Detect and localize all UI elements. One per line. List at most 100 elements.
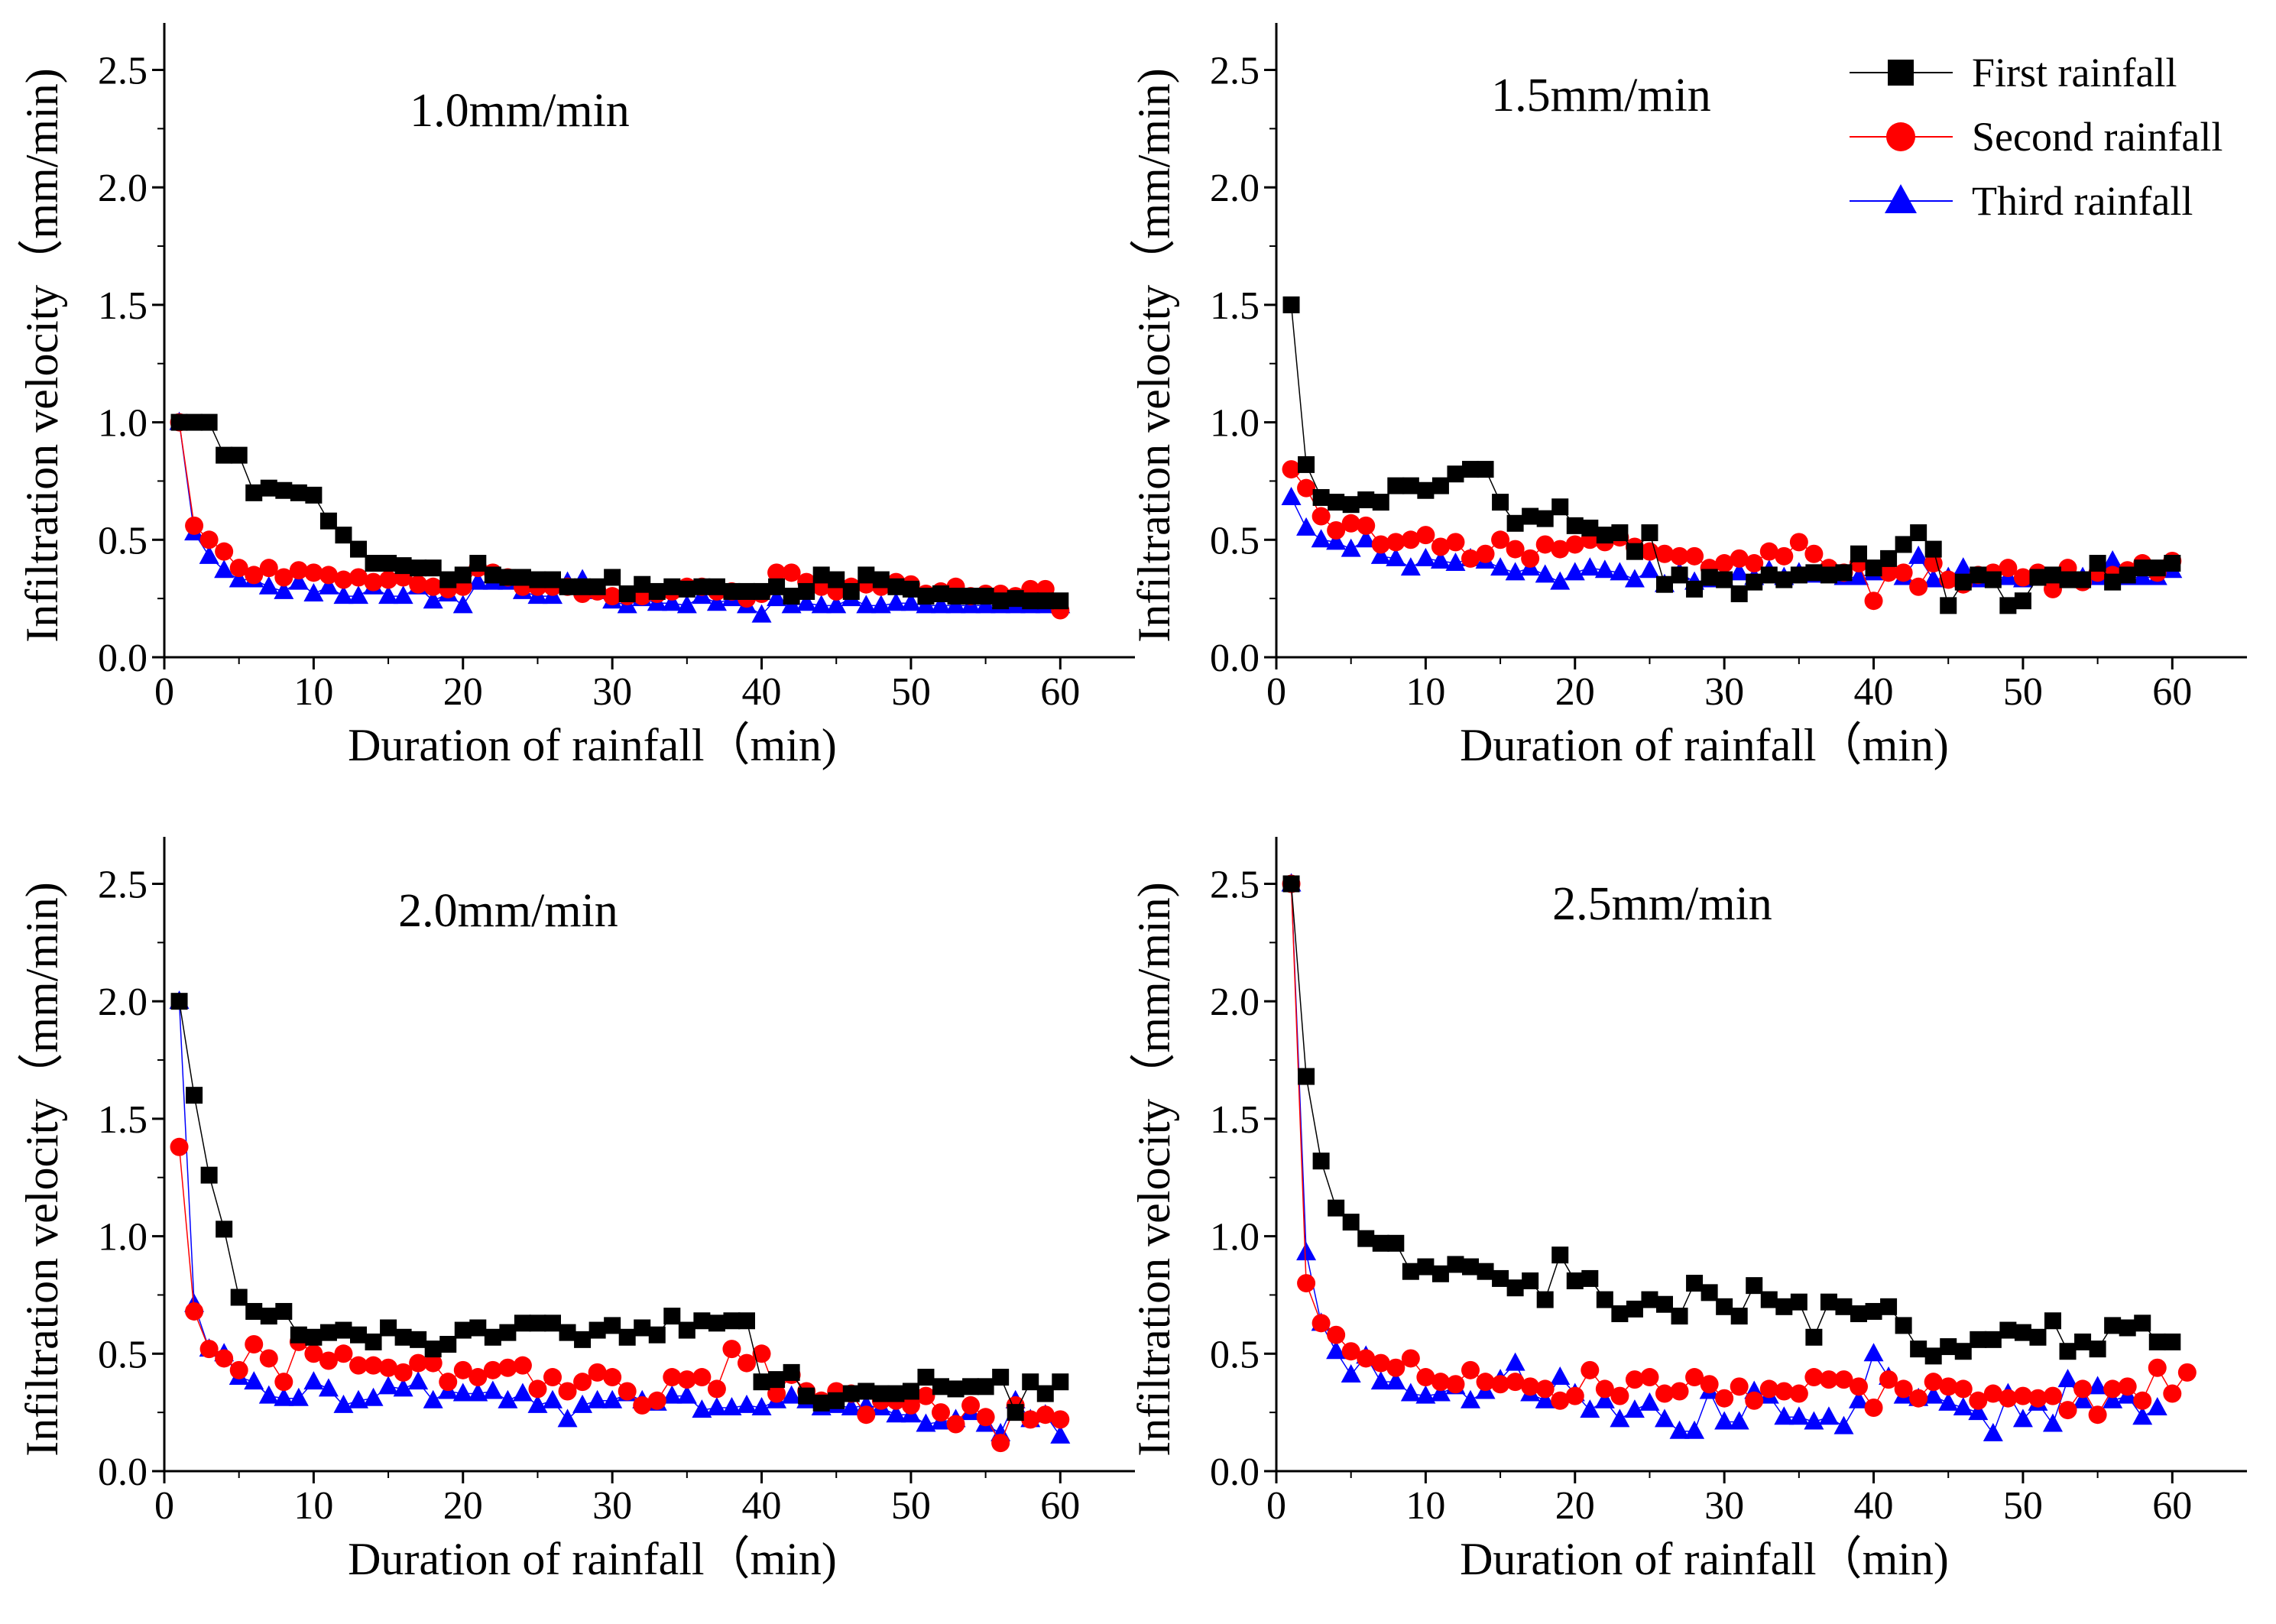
data-point: [1036, 1385, 1054, 1402]
data-point: [1701, 569, 1718, 586]
x-tick-label: 20: [1555, 1484, 1595, 1528]
data-point: [603, 587, 622, 606]
data-point: [588, 1321, 606, 1339]
data-point: [1818, 1406, 1839, 1425]
data-point: [1386, 1371, 1406, 1390]
data-point: [962, 1378, 980, 1395]
data-point: [1685, 1368, 1704, 1387]
data-point: [1386, 1358, 1405, 1377]
data-point: [1655, 544, 1674, 563]
y-tick-label: 1.0: [98, 402, 148, 446]
data-point: [767, 588, 787, 607]
data-point: [1595, 1379, 1614, 1399]
data-point: [1342, 1214, 1360, 1231]
data-point: [394, 1363, 413, 1382]
data-point: [662, 592, 682, 611]
x-tick-label: 10: [1405, 670, 1445, 714]
data-point: [2148, 559, 2166, 577]
data-point: [484, 1328, 501, 1346]
data-point: [828, 1392, 845, 1409]
data-point: [2164, 1333, 2181, 1350]
data-point: [1641, 524, 1658, 542]
data-point: [1311, 507, 1331, 526]
data-point: [2103, 549, 2123, 569]
chart-panel-4: 0 10 20 30 40 50 60 0.0 0.5 1.0 1.5 2.0 2.5 Duration …: [1129, 837, 2247, 1584]
data-point: [1417, 1258, 1435, 1276]
series-first-rainfall: [170, 993, 1069, 1421]
data-point: [544, 571, 561, 588]
data-point: [1656, 1295, 1673, 1313]
data-point: [2103, 1389, 2123, 1408]
data-point: [768, 1371, 786, 1389]
data-point: [245, 566, 264, 585]
data-point: [1581, 1360, 1600, 1379]
data-point: [1804, 1368, 1824, 1387]
data-point: [677, 1370, 696, 1389]
data-point: [1863, 1343, 1884, 1362]
data-point: [738, 1353, 756, 1373]
data-point: [1491, 530, 1510, 549]
data-point: [200, 1166, 218, 1184]
data-point: [693, 578, 711, 595]
data-point: [738, 1312, 755, 1330]
data-point: [2088, 1405, 2107, 1425]
data-point: [185, 1301, 204, 1321]
data-point: [364, 572, 383, 592]
data-point: [1850, 1377, 1868, 1396]
data-point: [1551, 498, 1569, 516]
data-point: [393, 585, 413, 605]
data-point: [1760, 1291, 1778, 1308]
data-point: [1400, 557, 1421, 576]
data-point: [365, 555, 382, 572]
data-point: [1730, 1377, 1749, 1396]
data-point: [424, 559, 442, 577]
y-tick-label: 0.0: [1210, 1451, 1260, 1494]
data-point: [1940, 597, 1957, 614]
data-point: [1342, 496, 1360, 514]
data-point: [1461, 549, 1480, 568]
x-tick-label: 30: [592, 1484, 632, 1528]
y-axis-label: Infiltration velocity（mm/min): [1129, 882, 1179, 1457]
data-point: [693, 1312, 711, 1330]
data-point: [648, 1326, 666, 1344]
data-point: [707, 1379, 726, 1399]
data-point: [1908, 545, 1929, 564]
data-point: [706, 592, 727, 611]
data-point: [452, 595, 473, 614]
data-point: [245, 1302, 263, 1320]
data-point: [574, 1331, 592, 1348]
data-point: [1298, 455, 1315, 473]
data-point: [618, 1328, 636, 1346]
series-line: [1290, 883, 2173, 1357]
data-point: [1624, 1399, 1645, 1418]
data-point: [1051, 1410, 1070, 1429]
data-point: [290, 1326, 307, 1344]
data-point: [2014, 1324, 2031, 1341]
data-point: [214, 559, 235, 579]
data-point: [574, 578, 592, 595]
data-point: [2044, 579, 2062, 598]
data-point: [380, 1319, 397, 1337]
data-point: [1551, 540, 1570, 559]
data-point: [1611, 524, 1629, 542]
data-point: [633, 1395, 652, 1415]
data-point: [1402, 477, 1419, 494]
data-point: [2013, 1386, 2032, 1405]
data-point: [676, 595, 697, 614]
data-point: [1940, 1338, 1957, 1356]
data-point: [1730, 1308, 1748, 1325]
data-point: [1865, 559, 1882, 577]
data-point: [2147, 1397, 2167, 1415]
data-point: [751, 1397, 772, 1415]
data-point: [1610, 1386, 1629, 1405]
data-point: [618, 585, 636, 602]
data-point: [2119, 1319, 2136, 1337]
y-tick-label: 1.0: [1210, 402, 1260, 446]
data-point: [1297, 478, 1316, 498]
data-point: [1714, 1411, 1735, 1430]
data-point: [454, 566, 472, 584]
data-point: [1835, 1298, 1853, 1315]
data-point: [1370, 1371, 1391, 1390]
legend-label: Second rainfall: [1972, 114, 2223, 160]
data-point: [1895, 536, 1912, 553]
